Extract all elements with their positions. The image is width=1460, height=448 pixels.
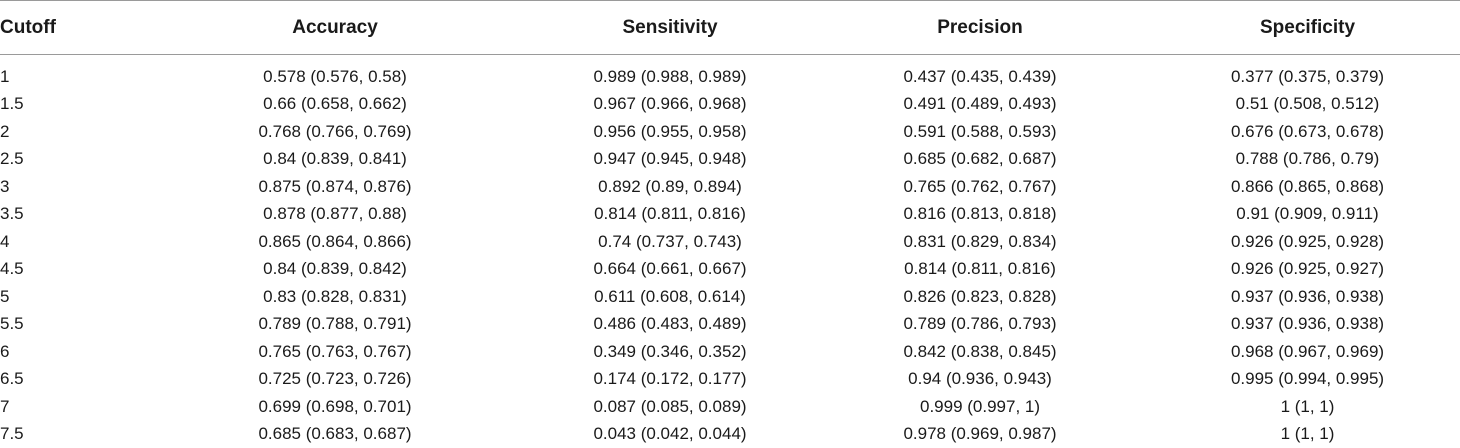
cell-precision: 0.765 (0.762, 0.767) bbox=[903, 176, 1057, 196]
cell-specificity: 0.676 (0.673, 0.678) bbox=[1230, 121, 1385, 141]
cell-cutoff: 3.5 bbox=[0, 204, 24, 224]
cell-sensitivity: 0.947 (0.945, 0.948) bbox=[593, 149, 747, 169]
cell-precision: 0.685 (0.682, 0.687) bbox=[903, 149, 1057, 169]
cell-sensitivity: 0.967 (0.966, 0.968) bbox=[593, 94, 747, 114]
cell-sensitivity: 0.814 (0.811, 0.816) bbox=[594, 204, 746, 224]
cell-specificity: 0.866 (0.865, 0.868) bbox=[1230, 176, 1385, 196]
cell-accuracy: 0.66 (0.658, 0.662) bbox=[263, 94, 407, 114]
table-row: 2 0.768 (0.766, 0.769) 0.956 (0.955, 0.958… bbox=[0, 118, 1460, 146]
cell-cutoff: 2 bbox=[0, 121, 10, 141]
cell-specificity: 0.377 (0.375, 0.379) bbox=[1230, 67, 1385, 86]
table-row: 1.5 0.66 (0.658, 0.662) 0.967 (0.966, 0.96… bbox=[0, 90, 1460, 118]
table-row: 6 0.765 (0.763, 0.767) 0.349 (0.346, 0.352… bbox=[0, 338, 1460, 366]
cell-precision: 0.831 (0.829, 0.834) bbox=[903, 231, 1057, 251]
table-body: 1 0.578 (0.576, 0.58) 0.989 (0.988, 0.989)… bbox=[0, 55, 1460, 448]
table-row: 5.5 0.789 (0.788, 0.791) 0.486 (0.483, 0.4… bbox=[0, 310, 1460, 338]
header-cutoff: Cutoff bbox=[0, 0, 135, 55]
table-row: 4 0.865 (0.864, 0.866) 0.74 (0.737, 0.743)… bbox=[0, 228, 1460, 256]
cell-accuracy: 0.84 (0.839, 0.841) bbox=[263, 149, 407, 169]
cell-cutoff: 6 bbox=[0, 341, 10, 361]
cell-accuracy: 0.875 (0.874, 0.876) bbox=[258, 176, 412, 196]
cell-sensitivity: 0.74 (0.737, 0.743) bbox=[598, 231, 742, 251]
table-row: 4.5 0.84 (0.839, 0.842) 0.664 (0.661, 0.66… bbox=[0, 255, 1460, 283]
cell-precision: 0.591 (0.588, 0.593) bbox=[903, 121, 1057, 141]
cell-specificity: 0.968 (0.967, 0.969) bbox=[1230, 341, 1385, 361]
cell-specificity: 0.926 (0.925, 0.928) bbox=[1230, 231, 1385, 251]
cell-sensitivity: 0.349 (0.346, 0.352) bbox=[593, 341, 747, 361]
cell-sensitivity: 0.087 (0.085, 0.089) bbox=[593, 396, 747, 416]
cell-accuracy: 0.878 (0.877, 0.88) bbox=[263, 204, 407, 224]
cell-cutoff: 4 bbox=[0, 231, 10, 251]
cell-sensitivity: 0.043 (0.042, 0.044) bbox=[593, 424, 747, 444]
cell-cutoff: 3 bbox=[0, 176, 10, 196]
cell-accuracy: 0.789 (0.788, 0.791) bbox=[258, 314, 412, 334]
cell-specificity: 0.995 (0.994, 0.995) bbox=[1230, 369, 1385, 389]
cell-accuracy: 0.865 (0.864, 0.866) bbox=[258, 231, 412, 251]
table-row: 7 0.699 (0.698, 0.701) 0.087 (0.085, 0.089… bbox=[0, 393, 1460, 421]
table-row: 7.5 0.685 (0.683, 0.687) 0.043 (0.042, 0.0… bbox=[0, 420, 1460, 448]
table-row: 3.5 0.878 (0.877, 0.88) 0.814 (0.811, 0.81… bbox=[0, 200, 1460, 228]
cell-sensitivity: 0.611 (0.608, 0.614) bbox=[594, 286, 746, 306]
header-precision: Precision bbox=[805, 0, 1155, 55]
cell-precision: 0.842 (0.838, 0.845) bbox=[903, 341, 1057, 361]
cell-cutoff: 1 bbox=[0, 67, 10, 86]
cell-precision: 0.789 (0.786, 0.793) bbox=[903, 314, 1057, 334]
cell-cutoff: 5 bbox=[0, 286, 10, 306]
cell-accuracy: 0.578 (0.576, 0.58) bbox=[263, 67, 407, 86]
table-row: 2.5 0.84 (0.839, 0.841) 0.947 (0.945, 0.94… bbox=[0, 145, 1460, 173]
cell-sensitivity: 0.486 (0.483, 0.489) bbox=[593, 314, 747, 334]
cell-accuracy: 0.685 (0.683, 0.687) bbox=[258, 424, 412, 444]
header-sensitivity: Sensitivity bbox=[535, 0, 805, 55]
cell-sensitivity: 0.989 (0.988, 0.989) bbox=[593, 67, 747, 86]
cell-precision: 0.816 (0.813, 0.818) bbox=[903, 204, 1057, 224]
cell-sensitivity: 0.174 (0.172, 0.177) bbox=[593, 369, 747, 389]
cell-cutoff: 1.5 bbox=[0, 94, 24, 114]
table-row: 6.5 0.725 (0.723, 0.726) 0.174 (0.172, 0.1… bbox=[0, 365, 1460, 393]
cell-specificity: 0.51 (0.508, 0.512) bbox=[1235, 94, 1380, 114]
cell-accuracy: 0.83 (0.828, 0.831) bbox=[263, 286, 407, 306]
cell-accuracy: 0.699 (0.698, 0.701) bbox=[258, 396, 412, 416]
cell-accuracy: 0.725 (0.723, 0.726) bbox=[258, 369, 412, 389]
cell-precision: 0.978 (0.969, 0.987) bbox=[903, 424, 1057, 444]
cell-sensitivity: 0.956 (0.955, 0.958) bbox=[593, 121, 747, 141]
cell-specificity: 0.788 (0.786, 0.79) bbox=[1235, 149, 1380, 169]
header-row: Cutoff Accuracy Sensitivity Precision Sp… bbox=[0, 0, 1460, 55]
cell-sensitivity: 0.664 (0.661, 0.667) bbox=[593, 259, 747, 279]
cell-specificity: 0.91 (0.909, 0.911) bbox=[1236, 204, 1379, 224]
cell-precision: 0.814 (0.811, 0.816) bbox=[904, 259, 1056, 279]
cell-cutoff: 4.5 bbox=[0, 259, 24, 279]
cell-precision: 0.999 (0.997, 1) bbox=[919, 396, 1041, 416]
cell-accuracy: 0.768 (0.766, 0.769) bbox=[258, 121, 412, 141]
cell-precision: 0.826 (0.823, 0.828) bbox=[903, 286, 1057, 306]
cell-precision: 0.94 (0.936, 0.943) bbox=[908, 369, 1052, 389]
cell-specificity: 0.937 (0.936, 0.938) bbox=[1230, 286, 1385, 306]
cell-specificity: 1 (1, 1) bbox=[1280, 424, 1335, 444]
cell-sensitivity: 0.892 (0.89, 0.894) bbox=[598, 176, 742, 196]
cell-specificity: 0.926 (0.925, 0.927) bbox=[1230, 259, 1385, 279]
table-row: 3 0.875 (0.874, 0.876) 0.892 (0.89, 0.894)… bbox=[0, 173, 1460, 201]
cell-accuracy: 0.765 (0.763, 0.767) bbox=[258, 341, 412, 361]
header-accuracy: Accuracy bbox=[135, 0, 535, 55]
table-row: 1 0.578 (0.576, 0.58) 0.989 (0.988, 0.989)… bbox=[0, 55, 1460, 91]
table-header: Cutoff Accuracy Sensitivity Precision Sp… bbox=[0, 0, 1460, 55]
cell-cutoff: 5.5 bbox=[0, 314, 24, 334]
cell-accuracy: 0.84 (0.839, 0.842) bbox=[263, 259, 407, 279]
cell-cutoff: 6.5 bbox=[0, 369, 24, 389]
cell-specificity: 0.937 (0.936, 0.938) bbox=[1230, 314, 1385, 334]
cell-cutoff: 2.5 bbox=[0, 149, 24, 169]
cell-cutoff: 7 bbox=[0, 396, 10, 416]
header-specificity: Specificity bbox=[1155, 0, 1460, 55]
cell-precision: 0.491 (0.489, 0.493) bbox=[903, 94, 1057, 114]
cell-cutoff: 7.5 bbox=[0, 424, 24, 444]
cell-precision: 0.437 (0.435, 0.439) bbox=[903, 67, 1057, 86]
cell-specificity: 1 (1, 1) bbox=[1280, 396, 1335, 416]
table-row: 5 0.83 (0.828, 0.831) 0.611 (0.608, 0.614)… bbox=[0, 283, 1460, 311]
